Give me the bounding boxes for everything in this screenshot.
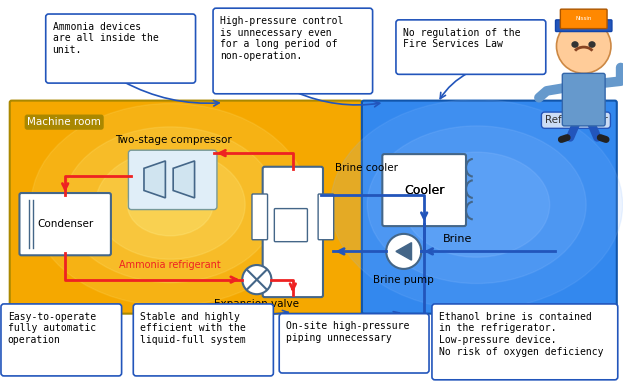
FancyBboxPatch shape <box>561 9 607 29</box>
Circle shape <box>386 234 421 269</box>
FancyBboxPatch shape <box>563 73 605 126</box>
Text: Expansion valve: Expansion valve <box>214 299 300 309</box>
FancyBboxPatch shape <box>396 20 546 74</box>
FancyBboxPatch shape <box>262 167 323 297</box>
Polygon shape <box>396 242 412 260</box>
Text: Machine room: Machine room <box>28 117 101 127</box>
Text: On-site high-pressure
piping unnecessary: On-site high-pressure piping unnecessary <box>286 321 410 343</box>
Text: Ethanol brine is contained
in the refrigerator.
Low-pressure device.
No risk of : Ethanol brine is contained in the refrig… <box>439 312 604 357</box>
FancyBboxPatch shape <box>45 14 196 83</box>
Ellipse shape <box>63 127 277 282</box>
Ellipse shape <box>367 126 586 284</box>
Text: Easy-to-operate
fully automatic
operation: Easy-to-operate fully automatic operatio… <box>8 312 96 345</box>
FancyBboxPatch shape <box>252 194 268 240</box>
Text: Cooler: Cooler <box>404 184 444 197</box>
Text: Refrigerator: Refrigerator <box>545 115 607 125</box>
FancyBboxPatch shape <box>556 20 612 31</box>
Text: Condenser: Condenser <box>37 219 93 229</box>
Text: No regulation of the
Fire Services Law: No regulation of the Fire Services Law <box>403 28 520 49</box>
FancyBboxPatch shape <box>213 8 372 94</box>
Ellipse shape <box>404 152 550 257</box>
Text: Nissin: Nissin <box>575 16 592 21</box>
Circle shape <box>556 19 611 73</box>
Ellipse shape <box>31 104 309 306</box>
FancyBboxPatch shape <box>1 304 122 376</box>
FancyBboxPatch shape <box>362 100 617 314</box>
FancyBboxPatch shape <box>129 150 217 210</box>
FancyBboxPatch shape <box>10 100 362 314</box>
Text: Cooler: Cooler <box>404 184 444 197</box>
Text: Brine cooler: Brine cooler <box>335 163 397 173</box>
Ellipse shape <box>331 100 623 310</box>
Ellipse shape <box>127 173 213 236</box>
Text: Ammonia refrigerant: Ammonia refrigerant <box>120 260 221 270</box>
FancyBboxPatch shape <box>432 304 618 380</box>
FancyBboxPatch shape <box>279 314 429 373</box>
FancyBboxPatch shape <box>318 194 333 240</box>
FancyBboxPatch shape <box>19 193 111 255</box>
Circle shape <box>243 265 271 294</box>
Text: Brine pump: Brine pump <box>373 275 434 285</box>
FancyBboxPatch shape <box>275 209 307 242</box>
Text: Stable and highly
efficient with the
liquid-full system: Stable and highly efficient with the liq… <box>140 312 246 345</box>
Text: Two-stage compressor: Two-stage compressor <box>115 135 232 146</box>
Text: Ammonia devices
are all inside the
unit.: Ammonia devices are all inside the unit. <box>52 22 158 55</box>
Text: Brine: Brine <box>443 234 472 244</box>
FancyBboxPatch shape <box>133 304 273 376</box>
Polygon shape <box>144 161 165 198</box>
FancyBboxPatch shape <box>382 154 466 226</box>
Ellipse shape <box>95 150 245 259</box>
Polygon shape <box>173 161 195 198</box>
Text: High-pressure control
is unnecessary even
for a long period of
non-operation.: High-pressure control is unnecessary eve… <box>220 16 343 61</box>
